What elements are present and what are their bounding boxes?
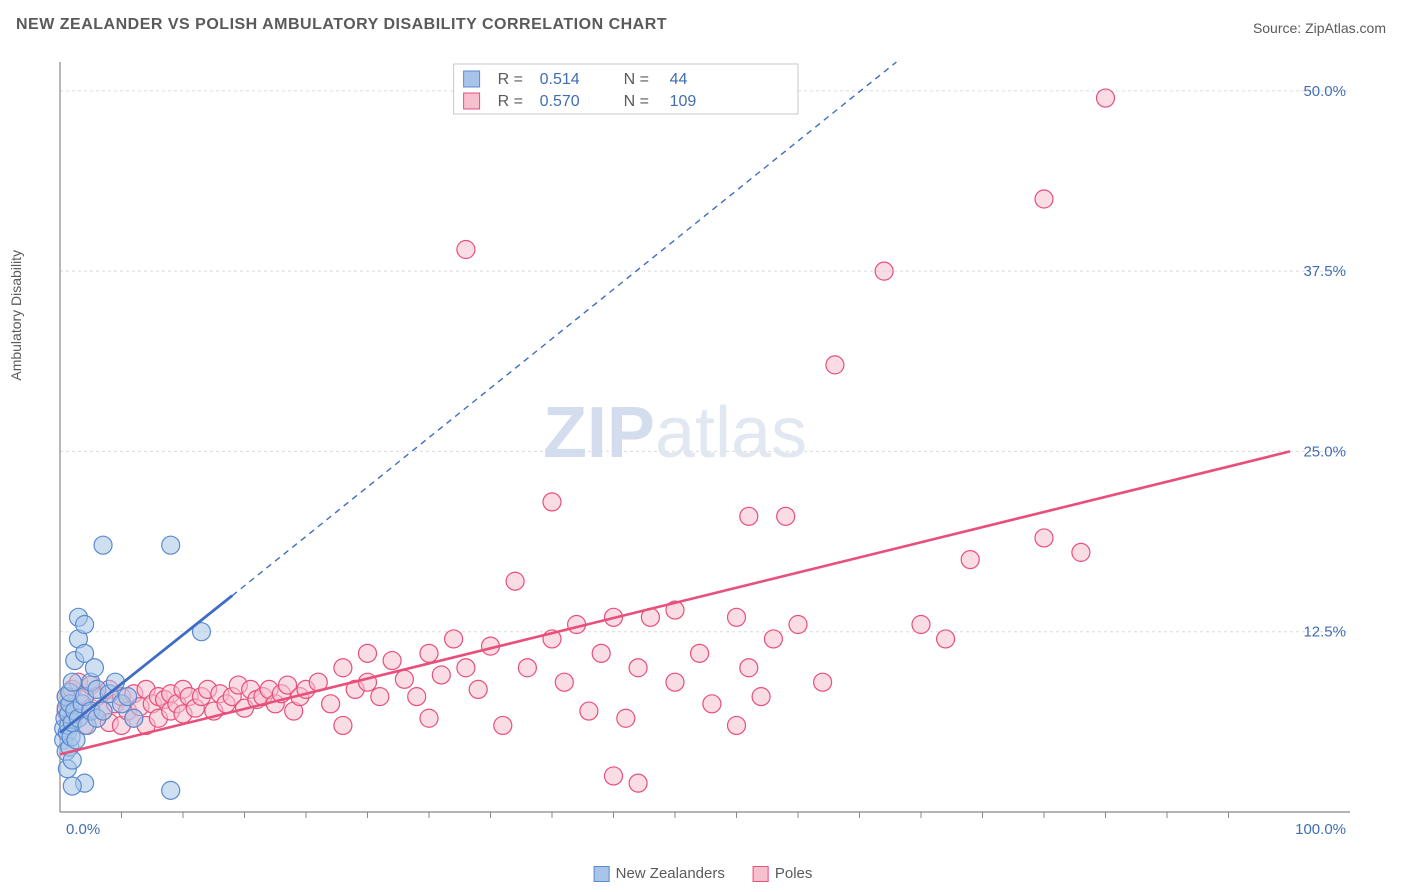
chart-title: NEW ZEALANDER VS POLISH AMBULATORY DISAB… <box>16 16 667 34</box>
scatter-plot: 12.5% 25.0% 37.5% 50.0% ZIPatlas 0.0% 100.0% R … <box>50 52 1350 842</box>
svg-text:0.0%: 0.0% <box>66 821 100 838</box>
legend-label-pl: Poles <box>775 865 813 882</box>
source-link[interactable]: ZipAtlas.com <box>1305 20 1386 36</box>
legend-item-nz: New Zealanders <box>594 865 725 882</box>
svg-text:37.5%: 37.5% <box>1303 263 1346 280</box>
legend-swatch-nz <box>594 866 610 882</box>
source-credit: Source: ZipAtlas.com <box>1253 20 1386 36</box>
plot-svg: 12.5% 25.0% 37.5% 50.0% ZIPatlas 0.0% 100.0% R … <box>50 52 1350 842</box>
svg-text:100.0%: 100.0% <box>1295 821 1346 838</box>
y-axis-label: Ambulatory Disability <box>8 250 24 381</box>
svg-text:0.570: 0.570 <box>540 93 580 110</box>
svg-text:0.514: 0.514 <box>540 71 580 88</box>
svg-text:N =: N = <box>624 93 649 110</box>
svg-text:50.0%: 50.0% <box>1303 83 1346 100</box>
svg-text:R =: R = <box>498 93 523 110</box>
legend-swatch-pl <box>753 866 769 882</box>
svg-text:109: 109 <box>670 93 697 110</box>
svg-text:N =: N = <box>624 71 649 88</box>
svg-text:44: 44 <box>670 71 688 88</box>
svg-text:ZIPatlas: ZIPatlas <box>543 393 807 473</box>
source-label: Source: <box>1253 20 1305 36</box>
svg-text:R =: R = <box>498 71 523 88</box>
legend-label-nz: New Zealanders <box>616 865 725 882</box>
svg-text:25.0%: 25.0% <box>1303 443 1346 460</box>
legend-item-pl: Poles <box>753 865 813 882</box>
x-legend: New Zealanders Poles <box>594 865 813 882</box>
svg-text:12.5%: 12.5% <box>1303 624 1346 641</box>
